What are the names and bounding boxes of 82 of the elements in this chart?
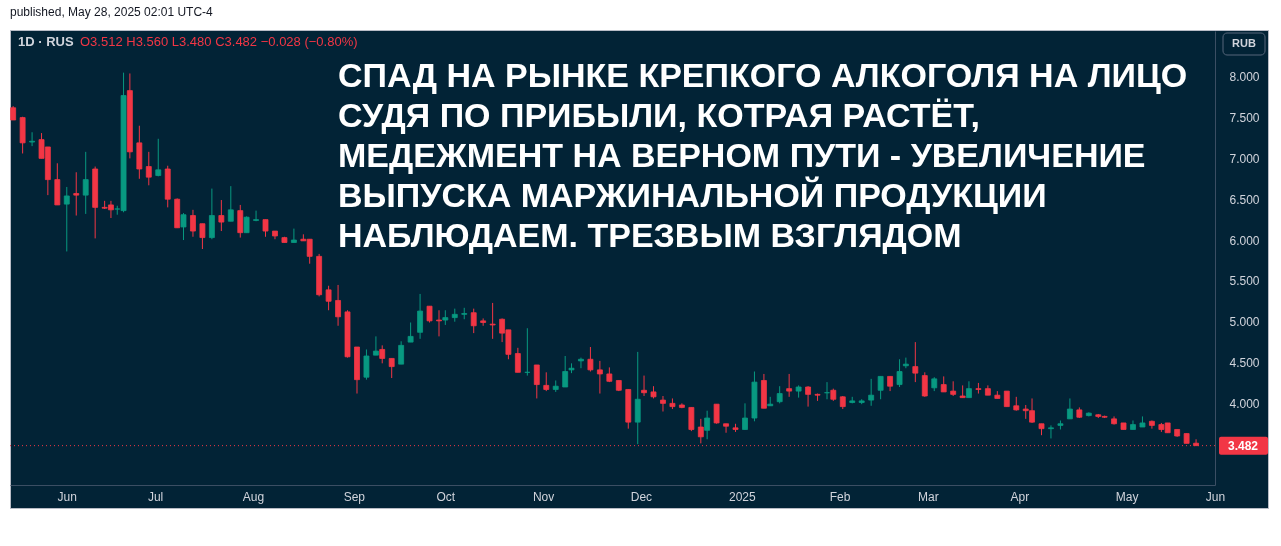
x-tick-label: Dec <box>630 489 653 504</box>
x-tick-label: Feb <box>829 489 851 504</box>
x-tick-label: Mar <box>918 489 939 504</box>
candlestick <box>363 348 370 381</box>
y-tick-label: 5.500 <box>1229 274 1260 289</box>
annotation: 1D · RUS <box>18 34 74 49</box>
candlestick <box>514 347 521 373</box>
candlestick <box>660 395 666 413</box>
candlestick <box>155 138 162 177</box>
y-tick-label: 8.000 <box>1229 70 1260 85</box>
x-tick-label: Jun <box>57 489 77 504</box>
candlestick <box>218 199 225 232</box>
candlestick <box>208 188 215 240</box>
candlestick <box>388 357 395 379</box>
candlestick <box>29 131 35 147</box>
text: RUB <box>1232 37 1256 49</box>
candlestick <box>73 171 80 217</box>
candlestick <box>199 223 206 250</box>
candlestick <box>704 410 711 440</box>
candlestick <box>291 228 297 243</box>
candlestick <box>82 151 89 215</box>
candlestick <box>398 340 405 365</box>
candlestick <box>417 293 423 340</box>
candlestick <box>63 186 70 252</box>
y-tick-label: 6.000 <box>1229 233 1260 248</box>
candlestick <box>786 373 793 398</box>
candlestick <box>868 378 875 407</box>
candlestick <box>145 151 152 186</box>
candlestick <box>912 341 919 383</box>
ref-line-label: 3.482 <box>1227 438 1259 453</box>
annotation: O3.512 H3.560 L3.480 C3.482 −0.028 (−0.80%) <box>80 34 358 49</box>
y-tick-label: 7.000 <box>1229 151 1260 166</box>
x-tick-label: Aug <box>242 489 265 504</box>
x-tick-label: 2025 <box>728 489 756 504</box>
candlestick <box>805 385 811 408</box>
candlestick <box>587 346 594 372</box>
candlestick <box>723 423 729 434</box>
x-tick-label: Oct <box>436 489 456 504</box>
candlestick <box>688 406 695 432</box>
x-tick-label: May <box>1115 489 1139 504</box>
y-tick-label: 7.500 <box>1229 111 1260 126</box>
candlestick <box>1067 397 1073 420</box>
candlestick <box>634 351 641 445</box>
x-tick-label: Sep <box>343 489 366 504</box>
candlestick <box>578 357 584 369</box>
candlestick <box>742 402 748 430</box>
y-tick-label: 4.500 <box>1229 356 1260 371</box>
candlestick <box>543 371 550 392</box>
candlestick <box>902 357 909 369</box>
x-tick-label: Apr <box>1010 489 1030 504</box>
candlestick <box>227 185 234 222</box>
candlestick <box>237 204 244 239</box>
text: СПАД НА РЫНКЕ КРЕПКОГО АЛКОГОЛЯ НА ЛИЦО СУДЯ ПО ПРИБЫЛИ, КОТРАЯ РАСТЁТ, МЕДЕЖМЕНТ НА ВЕРНОМ ПУТИ - УВЕЛИЧЕНИЕ ВЫПУСКА МАРЖИНАЛЬНОЙ ПРОДУКЦИИ НАБЛЮДАЕМ. ТРЕЗВЫМ ВЗГЛЯДОМ <box>338 56 1188 254</box>
candlestick <box>697 418 704 444</box>
y-tick-label: 6.500 <box>1229 192 1260 207</box>
candlestick <box>877 375 884 400</box>
x-tick-label: Jun <box>1205 489 1226 504</box>
candlestick <box>1193 438 1199 447</box>
x-tick-label: Jul <box>147 489 164 504</box>
candlestick <box>596 360 603 395</box>
candlestick <box>713 403 720 425</box>
y-tick-label: 5.000 <box>1229 315 1260 330</box>
candlestick <box>470 308 477 334</box>
candlestick <box>335 284 341 327</box>
candlestick <box>1149 419 1155 430</box>
candlestick <box>896 358 903 388</box>
x-tick-label: Nov <box>532 489 555 504</box>
candlestick <box>489 302 496 340</box>
candlestick <box>562 355 569 388</box>
candlestick <box>253 210 259 222</box>
candlestick <box>325 285 332 311</box>
candlestick <box>641 375 647 397</box>
text: published, May 28, 2025 02:01 UTC-4 <box>10 5 214 19</box>
candlestick <box>407 322 414 343</box>
candlestick <box>373 335 379 356</box>
candlestick <box>533 364 540 399</box>
candlestick <box>190 209 196 238</box>
candlestick <box>1048 424 1054 439</box>
y-tick-label: 4.000 <box>1229 396 1260 411</box>
candlestick <box>180 212 187 241</box>
candlestick <box>436 309 442 337</box>
candlestick <box>921 371 928 398</box>
